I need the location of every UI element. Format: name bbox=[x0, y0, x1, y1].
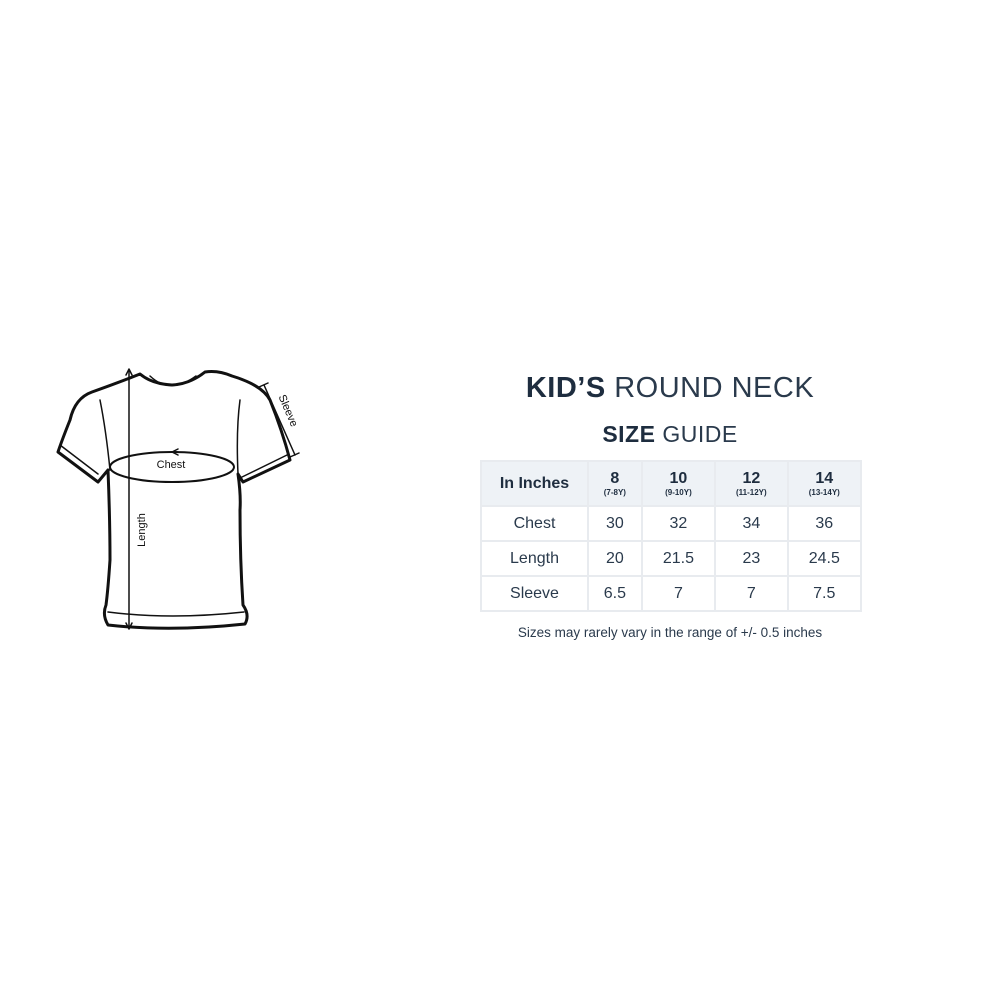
row-label: Sleeve bbox=[480, 575, 589, 612]
cell: 34 bbox=[714, 505, 789, 542]
cell: 6.5 bbox=[587, 575, 643, 612]
size-header: 14 (13-14Y) bbox=[786, 460, 863, 507]
cell: 36 bbox=[786, 505, 863, 542]
cell: 7 bbox=[714, 575, 789, 612]
size-note: Sizes may rarely vary in the range of +/… bbox=[517, 625, 823, 640]
cell: 7.5 bbox=[786, 575, 863, 612]
page-title: KID’S ROUND NECK bbox=[470, 372, 870, 405]
sleeve-measure-line bbox=[263, 384, 296, 456]
cell: 7 bbox=[640, 575, 717, 612]
size-header: 10 (9-10Y) bbox=[640, 460, 717, 507]
chest-label: Chest bbox=[157, 459, 186, 471]
table-row: Length 20 21.5 23 24.5 bbox=[480, 540, 863, 577]
table-row: Chest 30 32 34 36 bbox=[480, 505, 863, 542]
title-bold: KID’S bbox=[525, 372, 606, 404]
row-label: Length bbox=[480, 540, 589, 577]
cell: 20 bbox=[587, 540, 643, 577]
size-header: 12 (11-12Y) bbox=[714, 460, 789, 507]
table-row: Sleeve 6.5 7 7 7.5 bbox=[480, 575, 863, 612]
row-label: Chest bbox=[480, 505, 589, 542]
tshirt-diagram: Chest Length Sleeve bbox=[56, 368, 300, 630]
cell: 30 bbox=[587, 505, 643, 542]
cell: 21.5 bbox=[640, 540, 717, 577]
size-table: In Inches 8 (7-8Y) 10 (9-10Y) 12 (11-12Y) 1… bbox=[480, 460, 863, 612]
length-label: Length bbox=[136, 513, 148, 547]
page-subtitle: SIZE GUIDE bbox=[470, 421, 870, 448]
title-light: ROUND NECK bbox=[614, 372, 815, 404]
subtitle-light: GUIDE bbox=[662, 421, 738, 447]
cell: 32 bbox=[640, 505, 717, 542]
tshirt-outline bbox=[56, 370, 292, 630]
header-cell: In Inches bbox=[480, 460, 589, 507]
cell: 23 bbox=[714, 540, 789, 577]
cell: 24.5 bbox=[786, 540, 863, 577]
subtitle-bold: SIZE bbox=[602, 421, 656, 447]
table-header-row: In Inches 8 (7-8Y) 10 (9-10Y) 12 (11-12Y) 1… bbox=[480, 460, 863, 507]
size-header: 8 (7-8Y) bbox=[587, 460, 643, 507]
